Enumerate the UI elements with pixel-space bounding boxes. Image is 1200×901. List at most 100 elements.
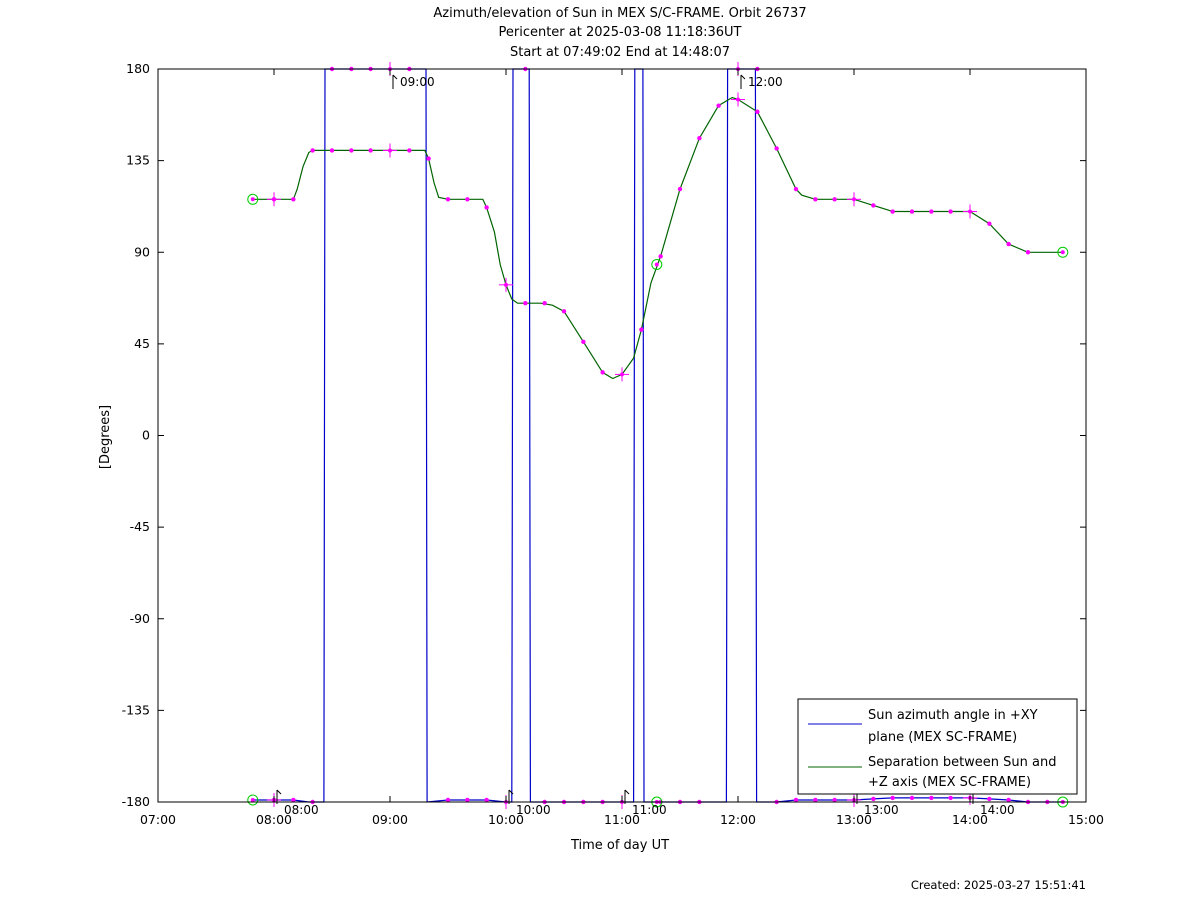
- separation-point-marker: [639, 327, 644, 332]
- time-annotation-label: 08:00: [284, 803, 319, 817]
- legend-separation-line-2: +Z axis (MEX SC-FRAME): [868, 775, 1031, 790]
- azimuth-point-marker: [465, 797, 470, 803]
- legend-azimuth-line-2: plane (MEX SC-FRAME): [868, 730, 1017, 745]
- separation-point-marker: [697, 136, 702, 141]
- separation-point-marker: [310, 148, 315, 153]
- azimuth-point-marker: [987, 796, 992, 802]
- marker-layer: 08:00 09:00 10:00 11:00 12:00 13:00 14:00: [247, 62, 1069, 817]
- separation-point-marker: [832, 197, 837, 202]
- separation-point-marker: [929, 209, 934, 214]
- separation-point-marker: [291, 197, 296, 202]
- y-tick-label: 135: [126, 153, 150, 168]
- x-tick-label: 08:00: [256, 812, 292, 827]
- separation-point-marker: [349, 148, 354, 153]
- time-annotation: 11:00: [624, 789, 667, 817]
- x-tick-label: 14:00: [952, 812, 988, 827]
- x-tick-label: 13:00: [836, 812, 872, 827]
- y-tick-label: 180: [126, 61, 150, 76]
- separation-series-line: [252, 96, 1063, 380]
- time-annotation: 12:00: [740, 74, 783, 89]
- legend-azimuth-line-1: Sun azimuth angle in +XY: [868, 708, 1038, 723]
- azimuth-point-marker: [890, 795, 895, 801]
- separation-point-marker: [948, 209, 953, 214]
- legend-separation-line-1: Separation between Sun and: [868, 755, 1056, 770]
- separation-point-marker: [465, 197, 470, 202]
- chart-title-line-3: Start at 07:49:02 End at 14:48:07: [510, 45, 730, 60]
- separation-point-marker: [774, 146, 779, 151]
- separation-hour-cross: [615, 367, 629, 382]
- separation-point-marker: [426, 156, 431, 161]
- separation-point-marker: [600, 370, 605, 375]
- azimuth-endpoint-marker: [247, 794, 259, 806]
- separation-point-marker: [813, 197, 818, 202]
- separation-hour-cross: [267, 192, 281, 207]
- separation-point-marker: [523, 300, 528, 306]
- time-annotation-label: 12:00: [748, 75, 783, 89]
- chart-title-line-2: Pericenter at 2025-03-08 11:18:36UT: [498, 25, 741, 40]
- separation-point-marker: [909, 209, 915, 214]
- separation-point-marker: [407, 148, 412, 153]
- y-tick-label: -180: [122, 794, 150, 809]
- separation-point-marker: [987, 221, 992, 226]
- separation-hour-cross: [963, 204, 977, 219]
- azimuth-point-marker: [871, 796, 876, 802]
- time-annotation: 09:00: [392, 74, 435, 89]
- y-tick-label: -135: [122, 702, 150, 717]
- separation-endpoint-marker: [1057, 246, 1069, 258]
- azimuth-point-marker: [948, 795, 953, 801]
- time-annotation-label: 13:00: [864, 803, 899, 817]
- legend-box: [797, 698, 1078, 795]
- azimuth-point-marker: [291, 797, 296, 803]
- separation-point-marker: [1025, 250, 1031, 255]
- separation-point-marker: [716, 103, 721, 108]
- y-tick-label: 90: [134, 244, 150, 259]
- separation-endpoint-marker: [651, 258, 663, 270]
- y-tick-label: 45: [134, 336, 150, 351]
- separation-hour-cross: [499, 277, 513, 292]
- separation-point-marker: [542, 300, 547, 306]
- x-tick-label: 15:00: [1068, 812, 1104, 827]
- separation-hour-cross: [847, 192, 861, 207]
- separation-point-marker: [793, 186, 799, 192]
- separation-point-marker: [677, 186, 683, 192]
- legend: Sun azimuth angle in +XY plane (MEX SC-F…: [797, 698, 1078, 795]
- x-tick-label: 10:00: [488, 812, 524, 827]
- separation-hour-cross: [731, 92, 745, 107]
- x-axis-label: Time of day UT: [570, 838, 669, 853]
- azimuth-point-marker: [1006, 797, 1011, 803]
- y-axis-label: [Degrees]: [98, 405, 113, 469]
- azimuth-series-line: [252, 68, 1063, 803]
- separation-hour-cross: [383, 143, 397, 158]
- separation-point-marker: [368, 148, 373, 153]
- separation-point-marker: [1006, 241, 1011, 247]
- tick-layer: 07:00 08:00 09:00 10:00 11:00 12:00 13:00 14:00…: [122, 61, 1104, 827]
- plot-frame: [157, 68, 1087, 803]
- time-annotation-label: 09:00: [400, 75, 435, 89]
- azimuth-point-marker: [909, 795, 915, 801]
- x-tick-label: 12:00: [720, 812, 756, 827]
- separation-point-marker: [445, 197, 451, 202]
- azimuth-point-marker: [484, 797, 489, 803]
- x-tick-label: 09:00: [372, 812, 408, 827]
- separation-point-marker: [581, 339, 586, 345]
- separation-point-marker: [561, 309, 567, 314]
- chart-title-line-1: Azimuth/elevation of Sun in MEX S/C-FRAM…: [433, 6, 806, 21]
- time-annotation-label: 10:00: [516, 803, 551, 817]
- azimuth-point-marker: [813, 797, 818, 803]
- azimuth-point-marker: [929, 795, 934, 801]
- time-annotation-label: 14:00: [980, 803, 1015, 817]
- separation-point-marker: [755, 109, 760, 114]
- y-tick-label: -90: [130, 611, 150, 626]
- separation-point-marker: [329, 148, 335, 153]
- separation-point-marker: [658, 254, 663, 259]
- azimuth-point-marker: [445, 797, 451, 803]
- created-footer: Created: 2025-03-27 15:51:41: [911, 878, 1086, 892]
- azimuth-point-marker: [793, 797, 799, 803]
- x-tick-label: 11:00: [604, 812, 640, 827]
- separation-endpoint-marker: [247, 193, 259, 205]
- azimuth-point-marker: [832, 797, 837, 803]
- series-layer: [252, 68, 1063, 803]
- separation-point-marker: [890, 209, 895, 214]
- separation-point-marker: [484, 205, 489, 210]
